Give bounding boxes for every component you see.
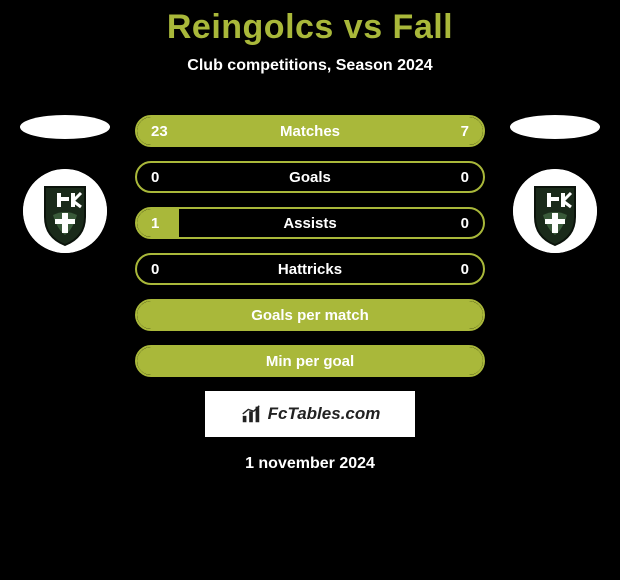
club-badge-right: [513, 169, 597, 253]
right-player-col: [505, 115, 605, 253]
brand-badge[interactable]: FcTables.com: [205, 391, 415, 437]
stats-bars: 237Matches 00Goals 10Assists 00Hattricks Goa…: [135, 115, 485, 377]
stat-bar: Min per goal: [135, 345, 485, 377]
page-subtitle: Club competitions, Season 2024: [0, 57, 620, 75]
stat-bar: Goals per match: [135, 299, 485, 331]
stat-label: Assists: [137, 215, 483, 232]
footer-date: 1 november 2024: [0, 455, 620, 473]
stat-bar: 237Matches: [135, 115, 485, 147]
brand-text: FcTables.com: [268, 404, 381, 424]
stat-label: Hattricks: [137, 261, 483, 278]
stat-label: Goals per match: [137, 307, 483, 324]
chart-icon: [240, 403, 262, 425]
club-crest-right-icon: [513, 169, 597, 253]
stat-bar: 10Assists: [135, 207, 485, 239]
player-silhouette-right: [510, 115, 600, 139]
stat-label: Matches: [137, 123, 483, 140]
left-player-col: [15, 115, 115, 253]
stat-label: Goals: [137, 169, 483, 186]
club-badge-left: [23, 169, 107, 253]
stat-bar: 00Hattricks: [135, 253, 485, 285]
stat-label: Min per goal: [137, 353, 483, 370]
player-silhouette-left: [20, 115, 110, 139]
content-row: 237Matches 00Goals 10Assists 00Hattricks Goa…: [0, 115, 620, 377]
club-crest-left-icon: [23, 169, 107, 253]
stat-bar: 00Goals: [135, 161, 485, 193]
page-title: Reingolcs vs Fall: [0, 8, 620, 47]
comparison-card: Reingolcs vs Fall Club competitions, Sea…: [0, 0, 620, 473]
